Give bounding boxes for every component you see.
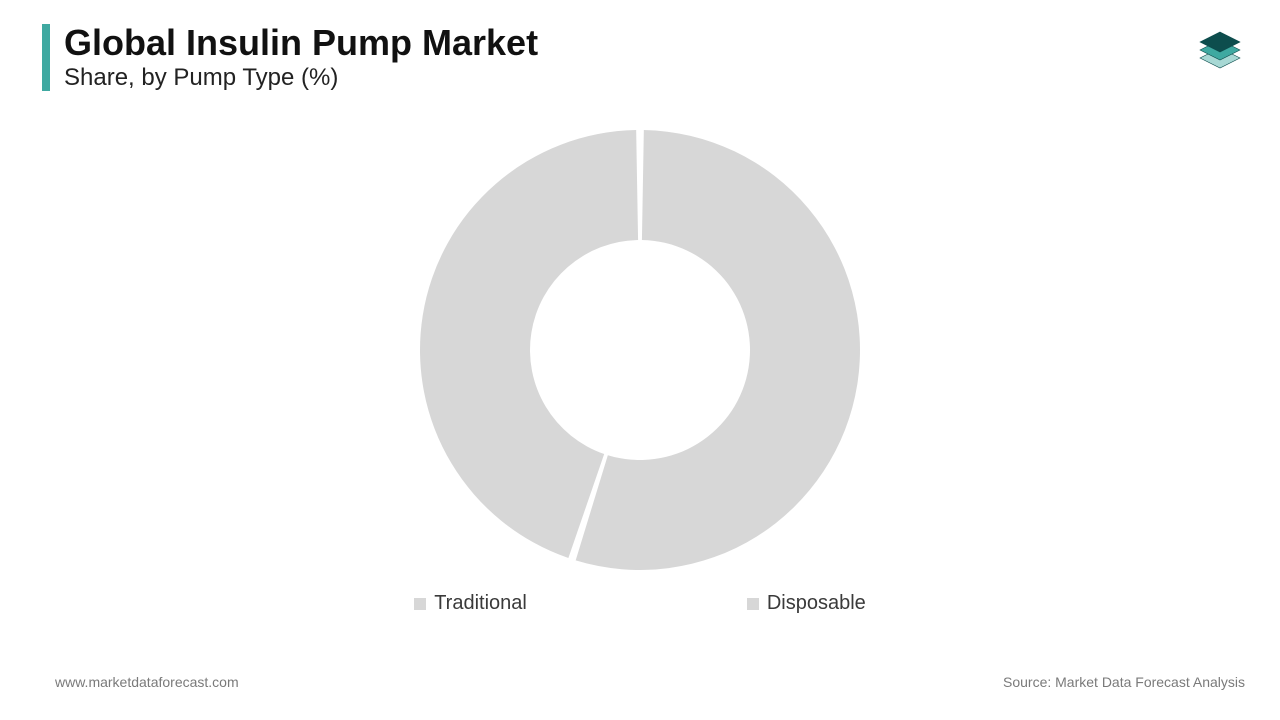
chart-legend: Traditional Disposable <box>414 592 866 615</box>
legend-swatch <box>414 598 426 610</box>
stack-layers-icon <box>1192 18 1248 74</box>
legend-item: Traditional <box>414 592 527 615</box>
legend-item: Disposable <box>747 592 866 615</box>
title-accent-bar <box>42 24 50 91</box>
page-title: Global Insulin Pump Market <box>64 24 538 62</box>
legend-label: Disposable <box>767 592 866 615</box>
title-block: Global Insulin Pump Market Share, by Pum… <box>42 24 538 91</box>
chart-container: Traditional Disposable <box>0 120 1280 615</box>
donut-chart <box>400 120 880 580</box>
legend-label: Traditional <box>434 592 527 615</box>
footer-source: Source: Market Data Forecast Analysis <box>1003 674 1245 690</box>
brand-logo <box>1192 18 1248 79</box>
page-subtitle: Share, by Pump Type (%) <box>64 64 538 92</box>
footer-website: www.marketdataforecast.com <box>55 674 239 690</box>
legend-swatch <box>747 598 759 610</box>
title-text: Global Insulin Pump Market Share, by Pum… <box>64 24 538 91</box>
